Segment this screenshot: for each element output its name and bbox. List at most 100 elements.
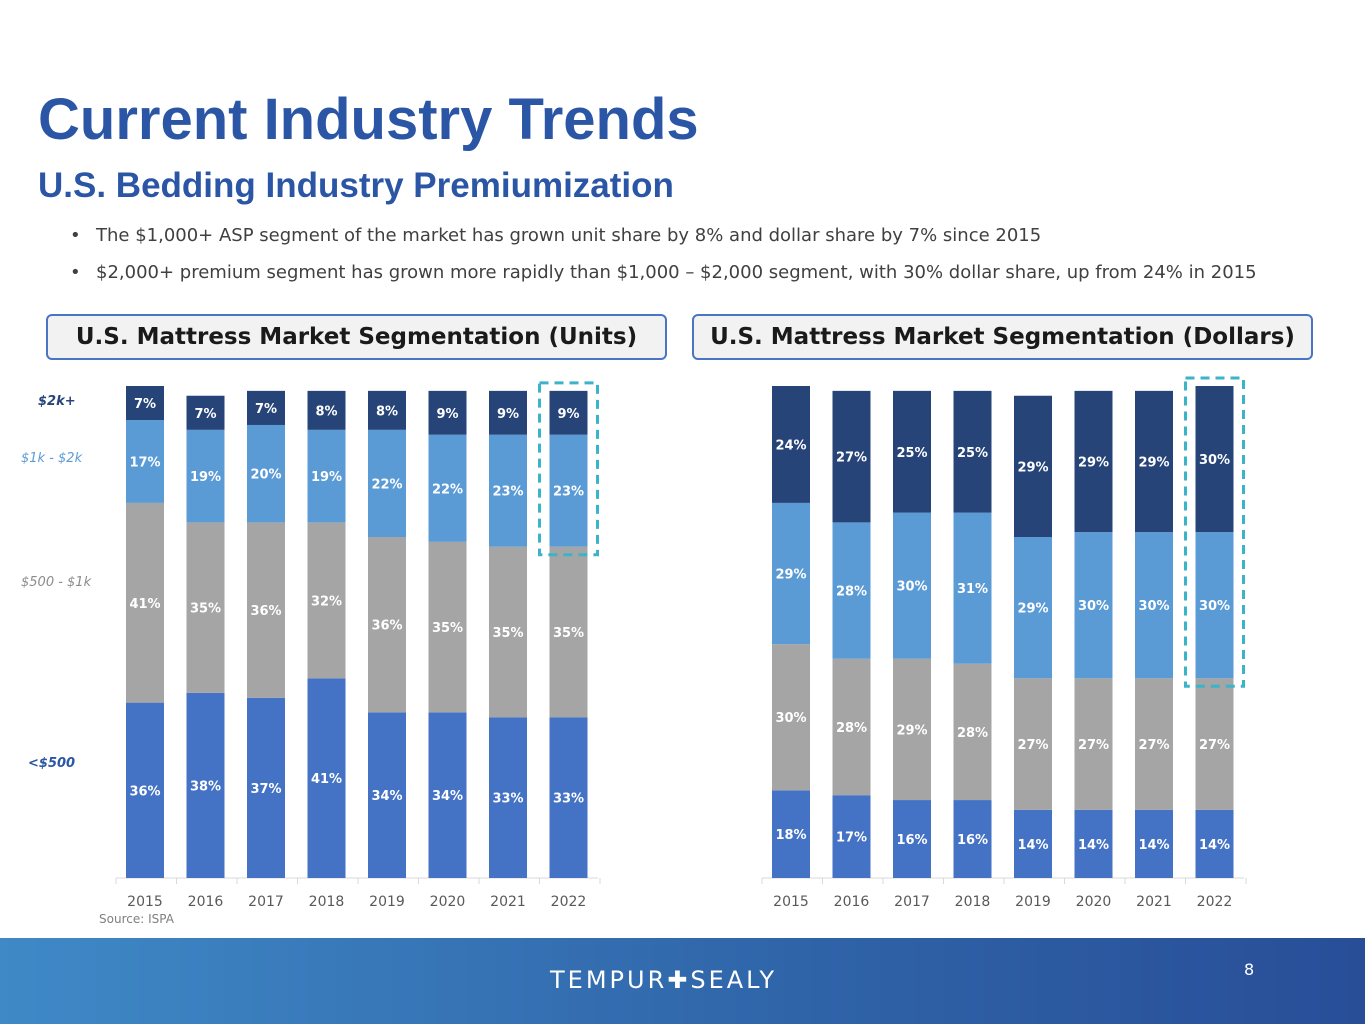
dollars-chart-title: U.S. Mattress Market Segmentation (Dolla… [692,314,1313,360]
dollars-bar-segment [1014,395,1052,538]
dollars-data-label: 16% [896,833,927,848]
dollars-data-label: 29% [1078,456,1109,471]
units-data-label: 7% [194,407,216,422]
units-x-tick-label: 2022 [551,894,587,910]
dollars-bar-segment [1195,532,1234,679]
units-x-tick-label: 2019 [369,894,405,910]
dollars-data-label: 18% [775,828,806,843]
units-x-tick-label: 2021 [490,894,526,910]
segment-label-500-1k: $500 - $1k [21,575,92,590]
units-data-label: 9% [436,407,458,422]
charts-canvas: 36% 41% 17% 7% 2015 38% 35% 19% 7% 2016 37% 36% 20% 7… [115,376,1247,910]
units-data-label: 9% [557,407,579,422]
dollars-data-label: 25% [896,446,927,461]
units-data-label: 36% [250,604,281,619]
dollars-data-label: 29% [1017,460,1048,475]
dollars-data-label: 25% [957,446,988,461]
units-data-label: 7% [255,402,277,417]
dollars-bar-segment [1014,678,1052,810]
units-x-tick-label: 2020 [430,894,466,910]
dollars-x-tick-label: 2019 [1015,894,1051,910]
dollars-x-tick-label: 2021 [1136,894,1172,910]
dollars-data-label: 29% [775,568,806,583]
dollars-x-tick-label: 2022 [1197,894,1233,910]
units-data-label: 35% [492,626,523,641]
segment-label-lt500: <$500 [28,756,76,771]
dollars-data-label: 27% [1017,738,1048,753]
slide-title: Current Industry Trends [38,87,699,152]
units-bar-segment [186,395,225,430]
units-bar-segment [368,712,406,878]
units-bar-segment [428,390,467,435]
units-bar-segment [368,429,406,538]
units-bar-segment [126,702,164,878]
units-bar-segment [489,546,527,718]
dollars-data-label: 30% [1199,599,1230,614]
units-data-label: 23% [492,485,523,500]
units-data-label: 8% [315,404,337,419]
dollars-x-tick-label: 2020 [1076,894,1112,910]
units-bar-segment [126,386,164,421]
units-bar-segment [247,697,285,878]
units-bar-segment [247,522,285,698]
units-bar-segment [489,434,527,547]
units-data-label: 34% [432,789,463,804]
units-data-label: 22% [371,477,402,492]
dollars-data-label: 30% [1078,599,1109,614]
dollars-bar-segment [832,795,871,878]
bullet-item: • $2,000+ premium segment has grown more … [70,259,1257,296]
units-data-label: 41% [129,597,160,612]
dollars-data-label: 28% [836,585,867,600]
dollars-data-label: 30% [896,580,927,595]
dollars-bar-segment [772,502,810,645]
dollars-data-label: 31% [957,582,988,597]
company-logo: TEMPUR✚SEALY [550,966,778,994]
bullet-item: • The $1,000+ ASP segment of the market h… [70,222,1257,259]
dollars-data-label: 14% [1138,838,1169,853]
dollars-data-label: 30% [1138,599,1169,614]
units-x-tick-label: 2018 [309,894,345,910]
dollars-data-label: 30% [775,711,806,726]
dollars-bar-segment [1135,809,1173,878]
units-data-label: 41% [311,772,342,787]
dollars-bar-segment [772,386,810,503]
dollars-data-label: 29% [1138,456,1169,471]
units-bar-segment [489,390,527,435]
dollars-data-label: 28% [957,726,988,741]
dollars-data-label: 27% [1199,738,1230,753]
dollars-x-tick-label: 2018 [955,894,991,910]
dollars-data-label: 16% [957,833,988,848]
slide-subtitle: U.S. Bedding Industry Premiumization [38,166,674,205]
units-bar-segment [307,390,346,430]
dollars-bar-segment [893,800,931,878]
units-data-label: 20% [250,468,281,483]
dollars-data-label: 29% [896,723,927,738]
dollars-bar-segment [953,512,992,664]
dollars-bar-segment [1014,809,1052,878]
dollars-bar-segment [1135,390,1173,533]
units-data-label: 35% [553,626,584,641]
bullet-text: $2,000+ premium segment has grown more r… [96,262,1257,283]
units-data-label: 33% [553,792,584,807]
units-data-label: 33% [492,792,523,807]
dollars-bar-segment [1074,532,1113,679]
units-bar-segment [549,546,588,718]
units-bar-segment [489,717,527,878]
dollars-bar-segment [832,658,871,796]
units-bar-segment [549,717,588,878]
dollars-bar-segment [953,390,992,513]
units-bar-segment [126,420,164,503]
dollars-bar-segment [1135,678,1173,810]
dollars-data-label: 17% [836,831,867,846]
dollars-bar-segment [1195,386,1234,533]
units-data-label: 35% [432,621,463,636]
units-data-label: 7% [134,397,156,412]
units-bar-segment [186,692,225,878]
dollars-bar-segment [772,644,810,791]
units-data-label: 22% [432,482,463,497]
units-bar-segment [307,522,346,679]
dollars-bar-segment [893,390,931,513]
source-note: Source: ISPA [99,912,174,926]
dollars-data-label: 14% [1199,838,1230,853]
bullet-list: • The $1,000+ ASP segment of the market h… [70,222,1257,296]
